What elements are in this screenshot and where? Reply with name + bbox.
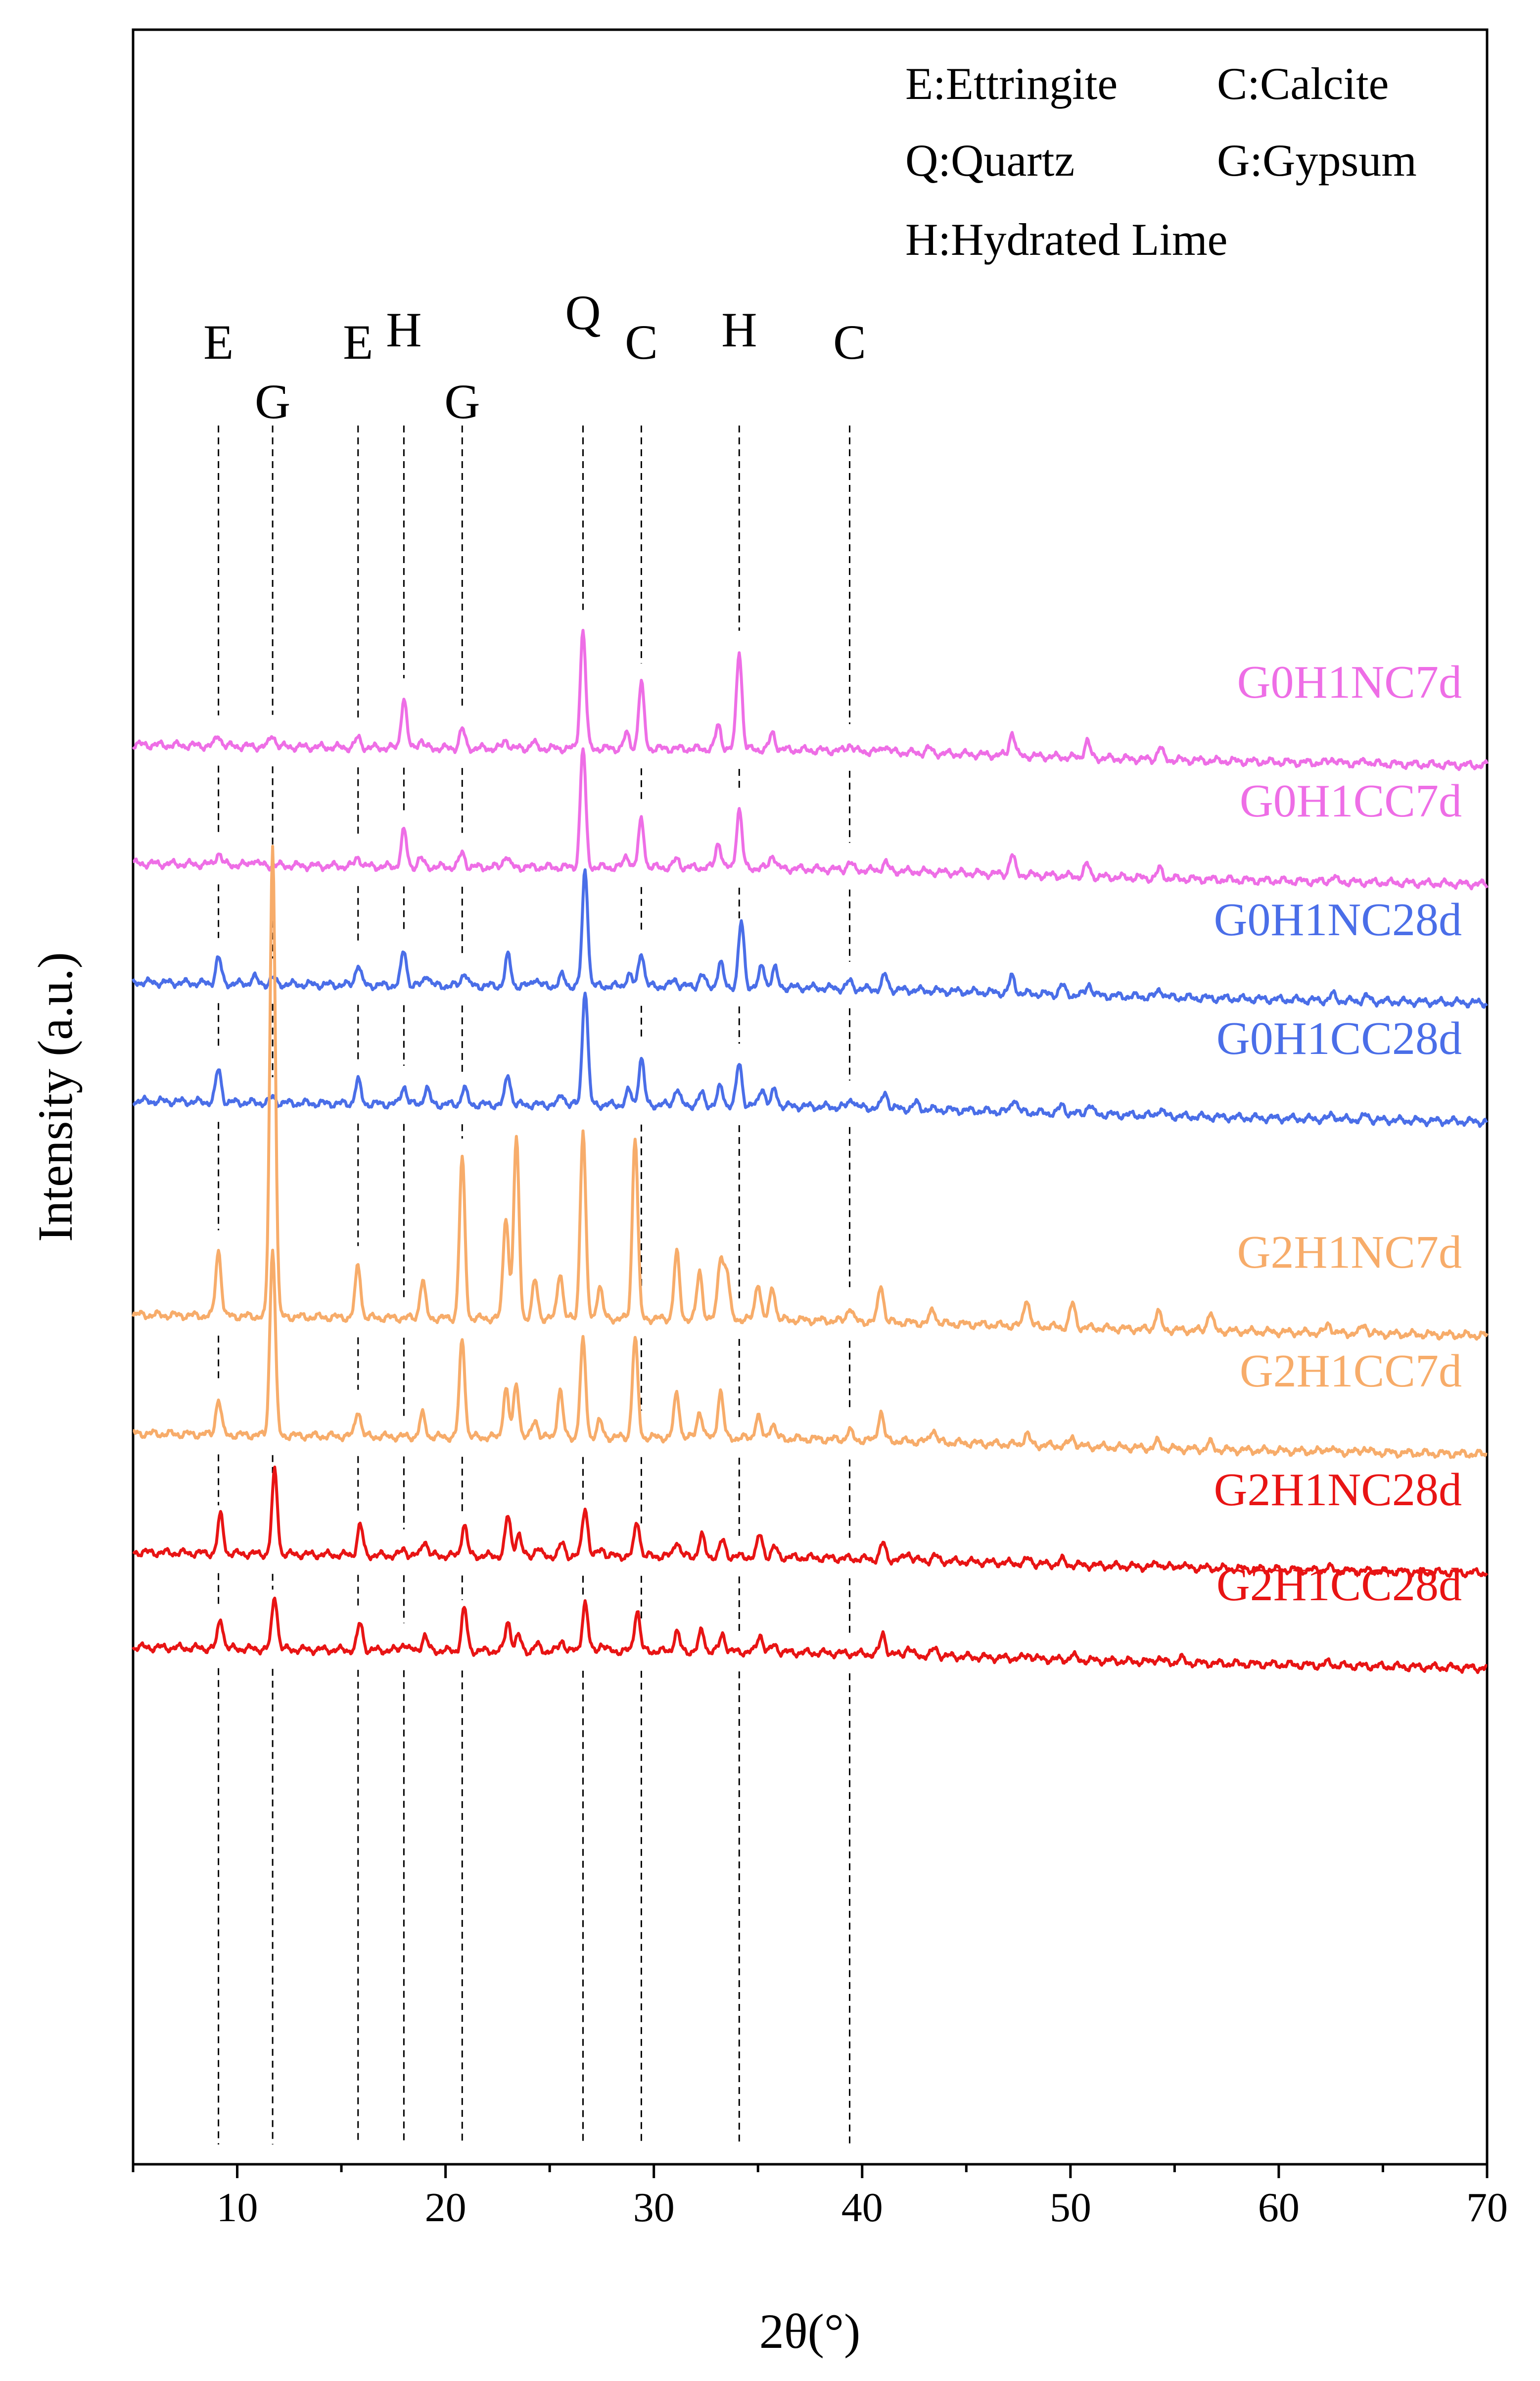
legend-entry-h: H:Hydrated Lime <box>905 214 1227 265</box>
series-line-g0h1cc7d <box>133 747 1489 891</box>
x-axis-title: 2θ(°) <box>759 2304 861 2359</box>
series-label-g0h1nc7d: G0H1NC7d <box>1237 657 1462 708</box>
series-line-g0h1cc28d <box>132 992 1488 1128</box>
series-label-g2h1nc28d: G2H1NC28d <box>1214 1464 1462 1516</box>
series-labels: G0H1NC7d G0H1CC7d G0H1NC28d G0H1CC28d G2H1NC… <box>1214 657 1462 1611</box>
series-line-g2h1cc28d <box>132 1596 1488 1674</box>
series-line-g0h1nc7d <box>132 628 1489 771</box>
series-line-g2h1nc7d <box>132 845 1489 1341</box>
x-tick-label-40: 40 <box>841 2185 883 2231</box>
x-tick-label-60: 60 <box>1258 2185 1300 2231</box>
series-line-g2h1nc28d <box>132 1466 1489 1578</box>
peak-marker-q-5: Q <box>565 285 601 340</box>
plot-frame <box>132 28 1489 2166</box>
legend-entry-e: E:Ettringite <box>905 58 1118 109</box>
series-label-g0h1cc7d: G0H1CC7d <box>1240 775 1462 827</box>
peak-marker-g-1: G <box>255 374 290 429</box>
legend-entry-g: G:Gypsum <box>1217 135 1417 186</box>
series-label-g2h1nc7d: G2H1NC7d <box>1237 1227 1462 1278</box>
series-label-g0h1nc28d: G0H1NC28d <box>1214 894 1462 946</box>
y-axis-title: Intensity (a.u.) <box>28 952 83 1242</box>
series-lines <box>132 628 1489 1674</box>
x-axis-ticks: 10 20 30 40 50 60 70 <box>132 2164 1508 2231</box>
peak-marker-e-0: E <box>203 315 233 370</box>
peak-reference-lines <box>218 426 850 2144</box>
x-tick-label-50: 50 <box>1050 2185 1091 2231</box>
peak-marker-h-3: H <box>386 302 421 357</box>
peak-marker-e-2: E <box>343 315 373 370</box>
x-tick-label-30: 30 <box>633 2185 675 2231</box>
peak-marker-g-4: G <box>444 374 480 429</box>
phase-legend: E:Ettringite C:Calcite Q:Quartz G:Gypsum… <box>905 58 1417 265</box>
series-label-g0h1cc28d: G0H1CC28d <box>1216 1013 1462 1064</box>
series-line-g0h1nc28d <box>132 868 1488 1009</box>
peak-marker-c-8: C <box>833 315 866 370</box>
series-line-g2h1cc7d <box>133 1248 1488 1459</box>
series-label-g2h1cc28d: G2H1CC28d <box>1216 1559 1462 1611</box>
legend-entry-q: Q:Quartz <box>905 135 1074 186</box>
peak-marker-h-7: H <box>721 302 757 357</box>
series-label-g2h1cc7d: G2H1CC7d <box>1240 1345 1462 1397</box>
x-tick-label-20: 20 <box>425 2185 467 2231</box>
legend-entry-c: C:Calcite <box>1217 58 1389 109</box>
peak-marker-c-6: C <box>625 315 658 370</box>
x-tick-label-70: 70 <box>1466 2185 1508 2231</box>
x-tick-label-10: 10 <box>217 2185 258 2231</box>
